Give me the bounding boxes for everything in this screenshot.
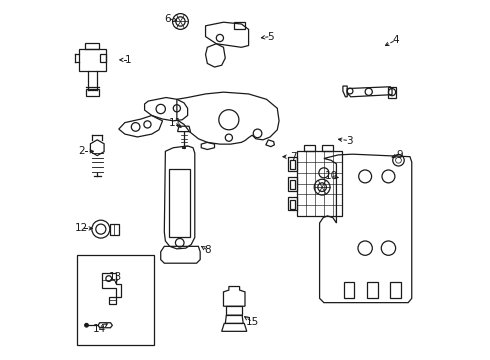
Text: 6: 6 — [165, 14, 171, 24]
Text: 10: 10 — [324, 171, 338, 181]
Text: 2: 2 — [78, 146, 85, 156]
Text: 1: 1 — [125, 55, 132, 65]
Text: 5: 5 — [267, 32, 273, 41]
Bar — [322, 145, 333, 151]
Text: 4: 4 — [392, 35, 399, 45]
Bar — [288, 177, 297, 191]
Circle shape — [85, 323, 88, 327]
Text: 9: 9 — [396, 150, 402, 160]
Bar — [290, 160, 295, 169]
Bar — [290, 200, 295, 209]
Bar — [169, 169, 191, 237]
Text: 14: 14 — [93, 324, 106, 334]
Bar — [234, 22, 245, 30]
Text: 11: 11 — [169, 118, 182, 128]
Text: 3: 3 — [345, 136, 352, 145]
Text: 15: 15 — [245, 317, 259, 327]
Text: 12: 12 — [75, 224, 89, 233]
Bar — [290, 180, 295, 189]
Bar — [288, 157, 297, 171]
Bar — [288, 197, 297, 211]
Bar — [304, 145, 315, 151]
Text: 8: 8 — [204, 245, 211, 255]
Text: 7: 7 — [290, 152, 297, 162]
Bar — [77, 255, 154, 345]
Bar — [297, 151, 342, 216]
Text: 13: 13 — [109, 272, 122, 282]
